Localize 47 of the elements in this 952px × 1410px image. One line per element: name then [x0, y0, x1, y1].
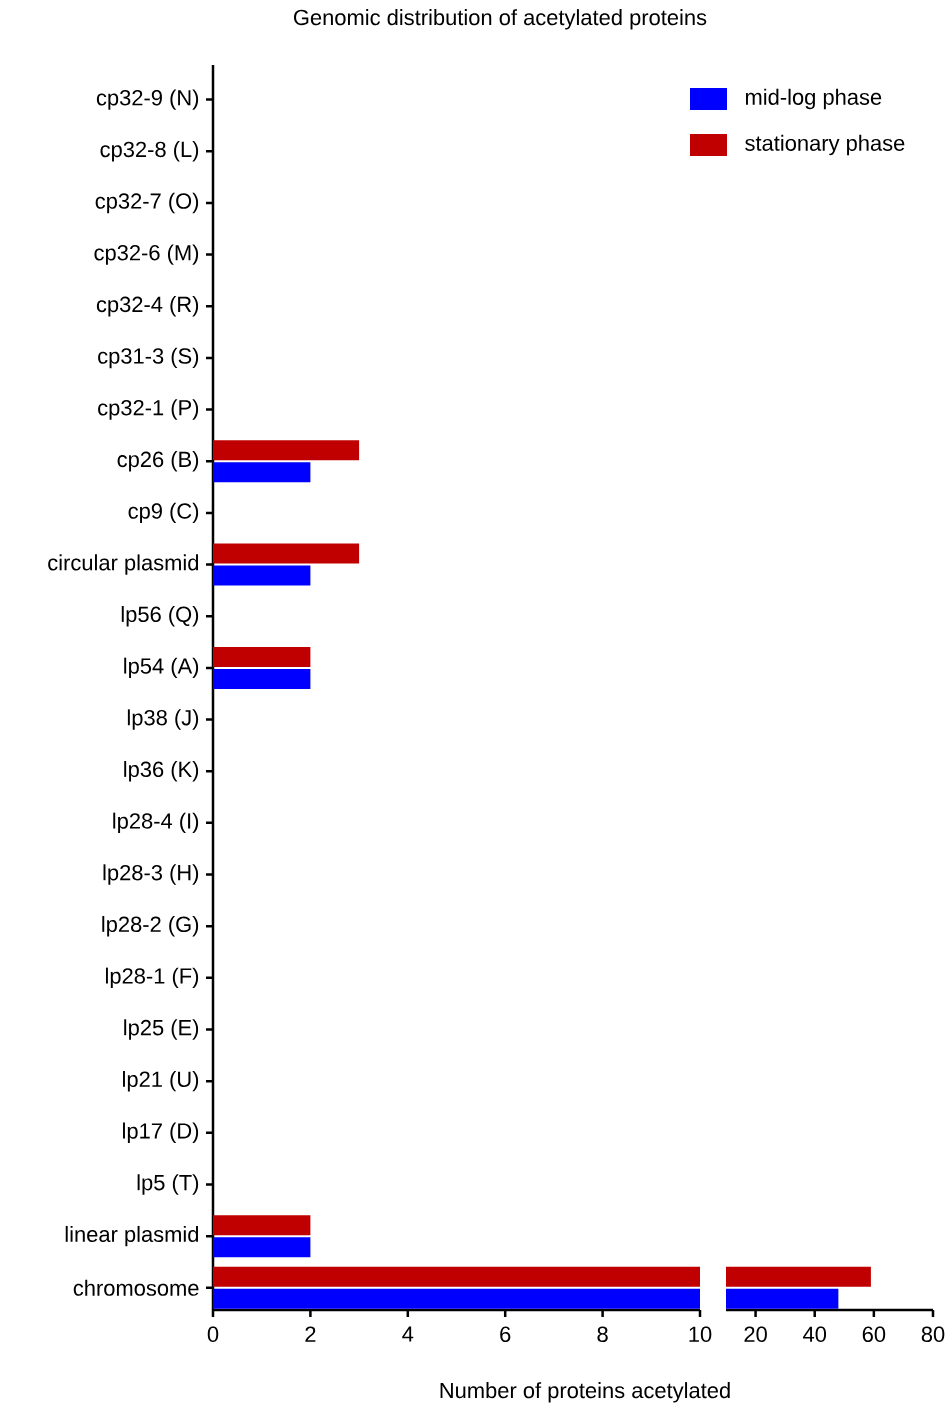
y-tick-label: lp28-1 (F) [105, 967, 198, 989]
x-tick-label: 20 [744, 1326, 767, 1343]
chart-title: Genomic distribution of acetylated proteins [293, 9, 707, 30]
y-tick-label: lp17 (D) [122, 1122, 198, 1144]
bar [212, 440, 359, 461]
y-tick-label: lp25 (E) [124, 1019, 198, 1040]
x-tick-label: 2 [305, 1326, 316, 1342]
bar [212, 462, 311, 483]
y-tick-label: lp56 (Q) [121, 606, 198, 627]
y-tick-label: cp32-4 (R) [96, 296, 198, 317]
y-tick-label: cp32-8 (L) [100, 141, 198, 162]
x-tick-label: 4 [401, 1326, 414, 1342]
y-tick-label: lp28-2 (G) [102, 915, 198, 937]
y-tick-label: cp32-7 (O) [95, 192, 198, 214]
legend-label: stationary phase [744, 134, 905, 156]
y-tick-label: lp54 (A) [124, 657, 198, 679]
y-tick-label: cp9 (C) [128, 502, 198, 524]
y-tick-label: cp32-9 (N) [96, 89, 198, 110]
bar [212, 565, 311, 586]
y-tick-label: lp38 (J) [127, 709, 198, 730]
x-tick-label: 60 [862, 1326, 885, 1343]
x-tick-label: 40 [802, 1326, 826, 1343]
bar [212, 646, 311, 667]
x-tick-label: 6 [499, 1326, 511, 1343]
y-tick-label: lp21 (U) [122, 1070, 198, 1092]
x-tick-label: 0 [207, 1326, 218, 1343]
y-tick-label: cp32-6 (M) [94, 244, 198, 265]
y-tick-label: cp32-1 (P) [97, 399, 198, 420]
bar [212, 1266, 700, 1287]
y-tick-label: lp28-4 (I) [113, 812, 198, 834]
y-tick-label: linear plasmid [65, 1225, 198, 1247]
x-axis-title: Number of proteins acetylated [440, 1382, 730, 1403]
bar [212, 668, 311, 689]
y-tick-label: lp5 (T) [137, 1174, 198, 1195]
y-tick-label: cp31-3 (S) [97, 347, 198, 369]
y-tick-label: circular plasmid [47, 554, 198, 575]
bar [212, 543, 359, 564]
y-tick-label: chromosome [73, 1279, 199, 1296]
y-tick-label: cp26 (B) [117, 451, 198, 472]
bar [212, 1215, 311, 1236]
y-tick-label: lp36 (K) [124, 760, 198, 782]
x-tick-label: 8 [597, 1326, 608, 1343]
legend-label: mid-log phase [745, 88, 881, 110]
y-tick-label: lp28-3 (H) [103, 864, 198, 885]
bar [212, 1237, 311, 1258]
x-tick-label: 10 [689, 1326, 712, 1343]
x-tick-label: 80 [921, 1326, 945, 1343]
